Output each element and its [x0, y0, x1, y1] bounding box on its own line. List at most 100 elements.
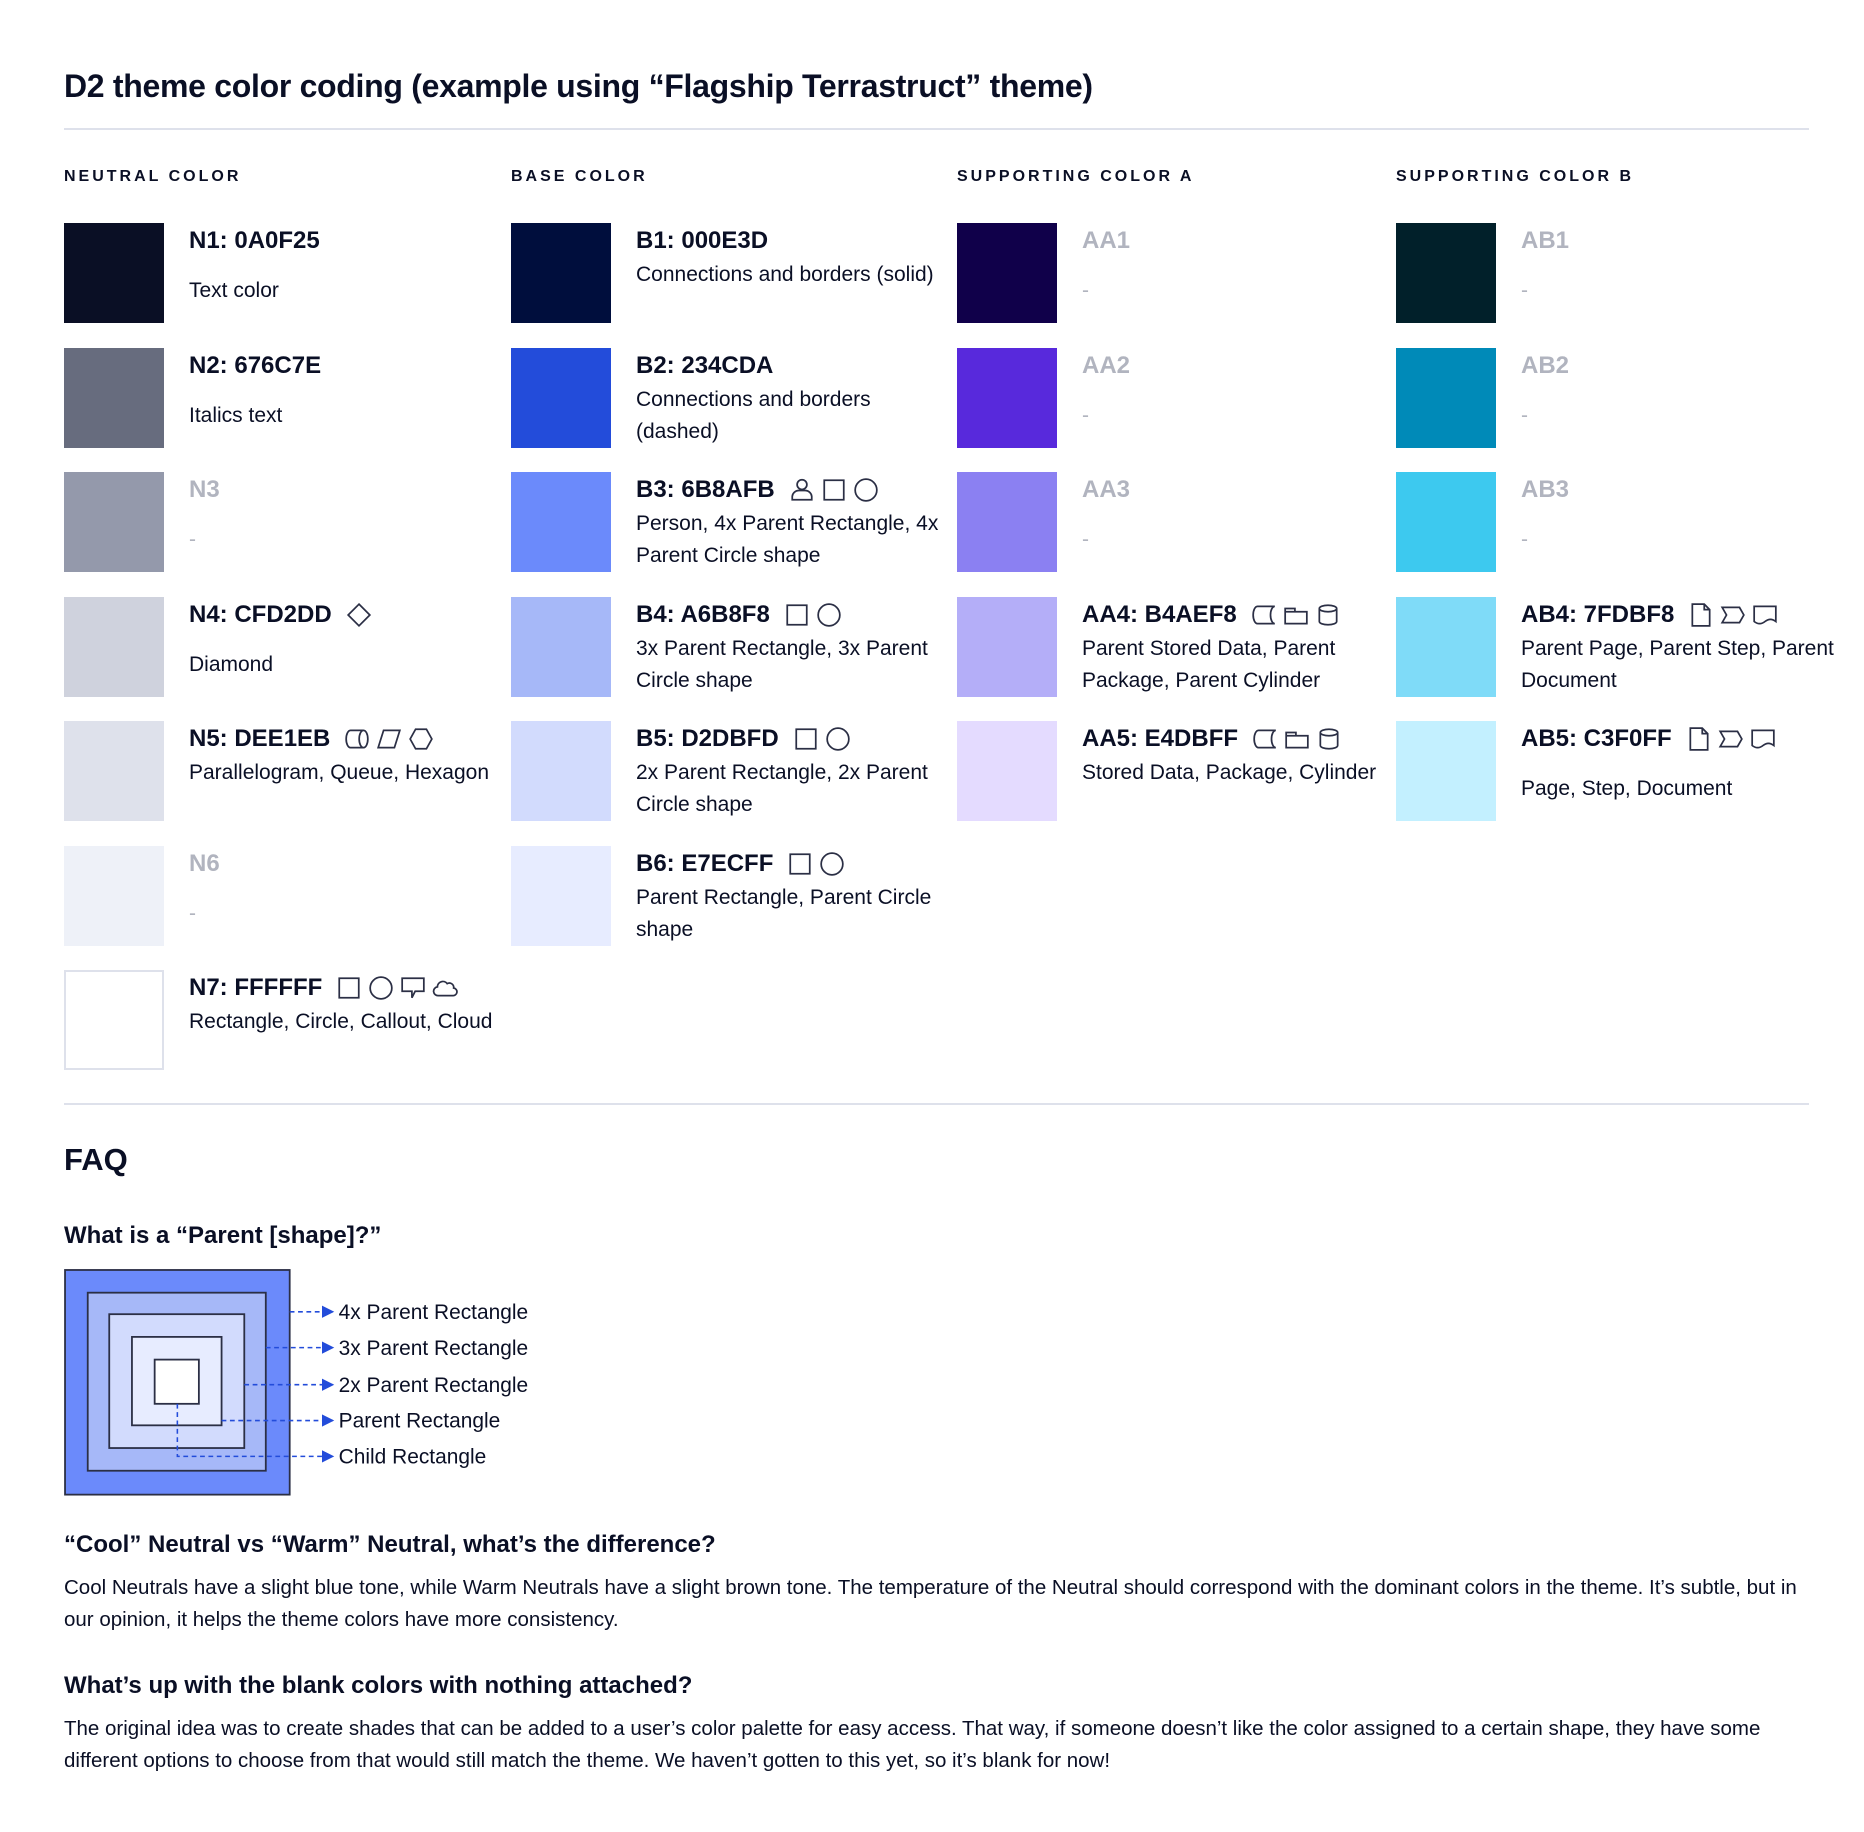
document-icon	[1750, 726, 1776, 752]
step-icon	[1718, 726, 1744, 752]
color-row: N4: CFD2DD Diamond	[64, 596, 510, 697]
color-name: B2: 234CDA	[636, 351, 774, 379]
column-heading: NEUTRAL COLOR	[64, 168, 242, 185]
color-name-row: N4: CFD2DD	[189, 601, 372, 629]
color-swatch	[957, 596, 1057, 697]
color-name-row: N2: 676C7E	[189, 352, 321, 380]
person-icon	[789, 477, 815, 503]
color-name-row: AA4: B4AEF8	[1082, 601, 1341, 629]
color-name-row: B4: A6B8F8	[636, 601, 842, 629]
faq-answer-blank-colors: The original idea was to create shades t…	[64, 1717, 1761, 1772]
color-row: B5: D2DBFD 2x Parent Rectangle, 2x Parent…	[511, 721, 957, 821]
color-name: N6	[189, 849, 220, 877]
color-name: B4: A6B8F8	[636, 600, 770, 628]
color-name: N2: 676C7E	[189, 351, 322, 379]
color-name-row: AB2	[1521, 352, 1569, 380]
color-swatch	[64, 347, 164, 448]
color-swatch	[511, 721, 611, 821]
color-swatch	[957, 472, 1057, 572]
color-name-row: N1: 0A0F25	[189, 227, 320, 255]
color-usage: Rectangle, Circle, Callout, Cloud	[189, 1010, 493, 1033]
diamond-icon	[346, 602, 372, 628]
color-name: N1: 0A0F25	[189, 227, 320, 254]
color-name: AB1	[1521, 227, 1570, 254]
color-usage: 2x Parent Rectangle, 2x Parent Circle sh…	[636, 761, 928, 816]
color-usage: Parent Stored Data, Parent Package, Pare…	[1082, 636, 1336, 692]
color-usage: Text color	[189, 279, 279, 302]
color-name-row: B1: 000E3D	[636, 227, 768, 255]
shape-icons	[1686, 726, 1776, 752]
color-swatch	[511, 845, 611, 946]
color-usage: Italics text	[189, 403, 283, 427]
color-name-row: N5: DEE1EB	[189, 725, 434, 753]
color-name-row: AA1	[1082, 227, 1130, 255]
faq-answer-cool-warm: Cool Neutrals have a slight blue tone, w…	[64, 1576, 1797, 1631]
color-name: B1: 000E3D	[636, 227, 769, 254]
label-child: Child Rectangle	[338, 1446, 486, 1469]
color-name-row: AA3	[1082, 476, 1130, 504]
color-name-row: N7: FFFFFF	[189, 974, 459, 1002]
color-name: AB2	[1521, 351, 1570, 379]
cylinder-icon	[1315, 602, 1341, 628]
color-name-row: B6: E7ECFF	[636, 850, 845, 878]
rect-child	[153, 1358, 200, 1405]
color-name-row: AB5: C3F0FF	[1521, 725, 1776, 753]
color-swatch	[64, 721, 164, 821]
color-name-row: AA2	[1082, 352, 1130, 380]
color-row: N1: 0A0F25 Text color	[64, 223, 510, 323]
label-2x-parent: 2x Parent Rectangle	[338, 1374, 527, 1397]
color-name-row: AB1	[1521, 227, 1569, 255]
shape-icons	[1252, 726, 1342, 752]
color-swatch	[511, 596, 611, 697]
column-heading: SUPPORTING COLOR B	[1396, 168, 1635, 185]
shape-icons	[1688, 602, 1778, 628]
color-row: B2: 234CDA Connections and borders (dashe…	[511, 347, 957, 448]
color-swatch	[511, 472, 611, 572]
hexagon-icon	[408, 726, 434, 752]
color-row: AA1 -	[957, 223, 1403, 323]
color-name: N7: FFFFFF	[189, 974, 323, 1001]
color-swatch	[64, 223, 164, 323]
color-usage: Parent Page, Parent Step, Parent Documen…	[1521, 636, 1834, 692]
color-name-row: N6	[189, 850, 220, 878]
circle-icon	[825, 726, 851, 752]
color-usage: -	[1521, 528, 1528, 551]
color-usage: -	[1521, 403, 1528, 427]
color-usage: Diamond	[189, 652, 274, 676]
arrow-child	[176, 1403, 335, 1463]
label-4x-parent: 4x Parent Rectangle	[338, 1301, 527, 1324]
color-row: AB2 -	[1396, 347, 1842, 448]
color-name: AB4: 7FDBF8	[1521, 600, 1675, 628]
rectangle-icon	[821, 477, 847, 503]
color-name: AA4: B4AEF8	[1082, 600, 1237, 628]
callout-icon	[400, 975, 426, 1001]
color-row: B4: A6B8F8 3x Parent Rectangle, 3x Parent…	[511, 596, 957, 697]
color-usage: -	[189, 901, 196, 925]
rectangle-icon	[784, 602, 810, 628]
column-heading: SUPPORTING COLOR A	[957, 168, 1195, 185]
shape-icons	[784, 602, 842, 628]
color-row: AB3 -	[1396, 472, 1842, 572]
color-name-row: AB4: 7FDBF8	[1521, 601, 1778, 629]
shape-icons	[346, 602, 372, 628]
color-name-row: N3	[189, 476, 220, 504]
stored-data-icon	[1252, 726, 1278, 752]
color-swatch	[511, 347, 611, 448]
color-row: N7: FFFFFF Rectangle, Circle, Callout, Cl…	[64, 970, 510, 1070]
color-name-row: B3: 6B8AFB	[636, 476, 879, 504]
color-name: AA2	[1082, 351, 1131, 379]
faq-question-blank-colors: What’s up with the blank colors with not…	[64, 1672, 693, 1699]
divider	[64, 128, 1809, 130]
color-usage: Parallelogram, Queue, Hexagon	[189, 761, 490, 784]
color-usage: Connections and borders (dashed)	[636, 387, 871, 443]
color-swatch	[1396, 472, 1496, 572]
color-usage: -	[189, 528, 196, 551]
color-name: N5: DEE1EB	[189, 725, 331, 752]
color-row: B1: 000E3D Connections and borders (solid…	[511, 223, 957, 323]
color-usage: -	[1082, 403, 1089, 427]
faq-question-parent-shape: What is a “Parent [shape]?”	[64, 1222, 382, 1249]
cloud-icon	[432, 975, 459, 1001]
circle-icon	[816, 602, 842, 628]
color-usage: -	[1521, 279, 1528, 302]
document-icon	[1752, 602, 1778, 628]
